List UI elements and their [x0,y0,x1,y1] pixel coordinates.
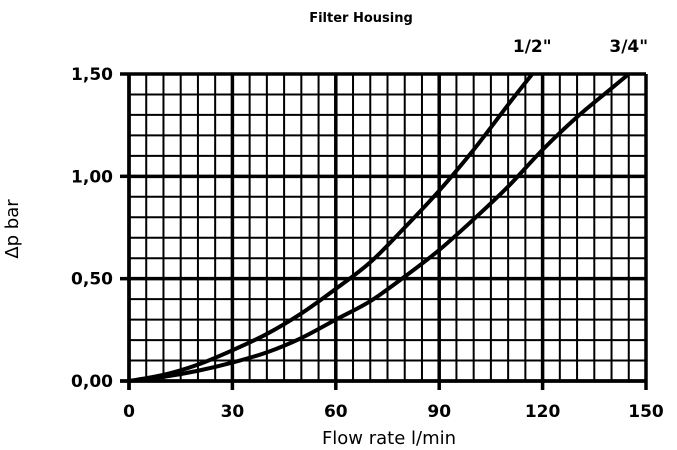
x-tick-label: 60 [324,402,348,422]
y-tick-label: 0,00 [71,372,113,392]
x-tick-label: 120 [525,402,561,422]
series-lines [128,72,631,383]
series-line-0 [128,72,534,383]
x-tick-label: 150 [628,402,664,422]
y-tick-label: 1,50 [71,65,113,85]
y-axis-label: Δp bar [2,199,23,259]
series-label-1: 3/4" [609,37,648,57]
y-tick-label: 1,00 [71,167,113,187]
x-axis-label: Flow rate l/min [322,428,456,449]
series-label-0: 1/2" [513,37,552,57]
series-labels: 1/2" 3/4" [513,37,648,57]
x-tick-label: 0 [123,402,135,422]
x-tick-label: 90 [427,402,451,422]
x-tick-label: 30 [221,402,245,422]
chart-title: Filter Housing [309,11,413,26]
major-gridlines [120,72,648,390]
x-axis-ticks: 0 30 60 90 120 150 [123,402,664,422]
series-line-1 [128,72,631,383]
y-axis-ticks: 0,00 0,50 1,00 1,50 [71,65,113,392]
minor-gridlines [129,74,646,381]
y-tick-label: 0,50 [71,270,113,290]
